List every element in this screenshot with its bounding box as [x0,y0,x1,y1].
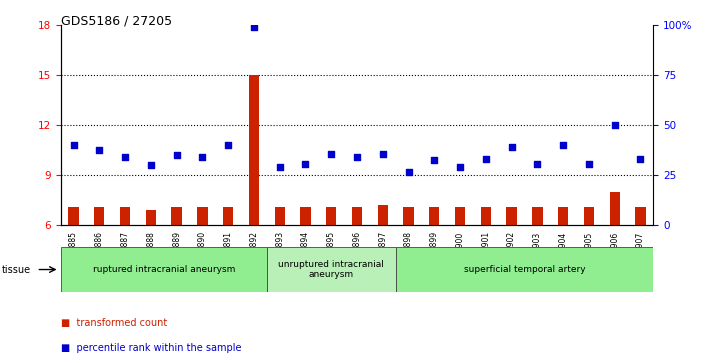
Bar [532,207,543,225]
Point [196,154,208,160]
Bar [301,207,311,225]
Bar [584,207,594,225]
Point [377,151,388,156]
Point [119,154,131,160]
Bar [481,207,491,225]
Bar [558,207,568,225]
Bar [275,207,285,225]
Point [635,156,646,162]
Point [94,147,105,153]
Point [68,142,79,148]
Bar [396,247,653,292]
Point [300,160,311,166]
Bar [69,207,79,225]
Point [480,156,491,162]
Bar [403,207,413,225]
Text: ruptured intracranial aneurysm: ruptured intracranial aneurysm [93,265,235,274]
Point [403,169,414,175]
Point [428,157,440,163]
Text: ■  transformed count: ■ transformed count [61,318,167,328]
Bar [197,207,208,225]
Point [351,154,363,160]
Bar [455,207,466,225]
Point [171,152,182,158]
Point [274,164,286,170]
Bar [506,207,517,225]
Bar [146,210,156,225]
Point [145,162,156,168]
Point [558,142,569,148]
Text: GDS5186 / 27205: GDS5186 / 27205 [61,15,172,28]
Point [506,144,518,150]
Text: superficial temporal artery: superficial temporal artery [463,265,585,274]
Text: unruptured intracranial
aneurysm: unruptured intracranial aneurysm [278,260,384,279]
Point [454,164,466,170]
Bar [352,207,362,225]
Bar [171,207,182,225]
Bar [326,207,336,225]
Point [583,160,595,166]
Point [532,160,543,166]
Bar [610,192,620,225]
Text: ■  percentile rank within the sample: ■ percentile rank within the sample [61,343,241,354]
Point [609,122,620,128]
Point [326,151,337,156]
Bar [223,207,233,225]
Bar [429,207,439,225]
Bar [267,247,396,292]
Bar [120,207,130,225]
Text: tissue: tissue [1,265,31,274]
Bar [94,207,104,225]
Bar [248,75,259,225]
Point [223,142,234,148]
Bar [378,205,388,225]
Point [248,24,260,30]
Bar [635,207,645,225]
Bar [61,247,267,292]
